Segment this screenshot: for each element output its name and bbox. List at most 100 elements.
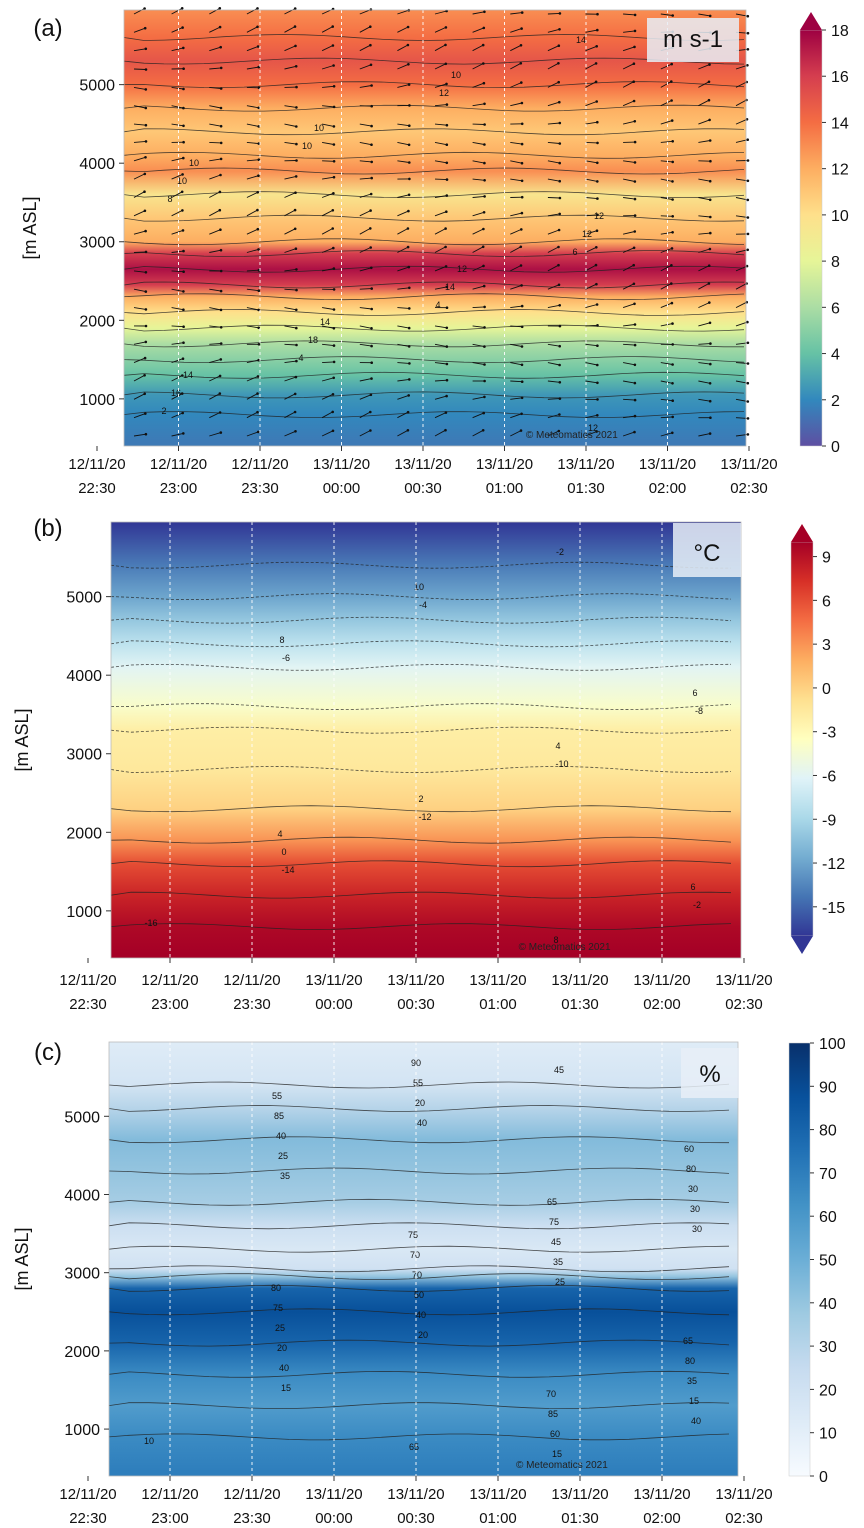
wind-arrow-head: [444, 62, 448, 66]
wind-arrow: [133, 173, 145, 180]
wind-arrow: [246, 123, 259, 127]
wind-arrow-head: [483, 345, 486, 348]
wind-arrow-head: [596, 324, 599, 327]
colorbar-tick-label: 30: [819, 1339, 837, 1356]
wind-arrow-head: [746, 362, 750, 365]
wind-arrow: [359, 325, 372, 329]
panel-label: (b): [33, 515, 62, 542]
wind-arrow: [246, 325, 259, 329]
wind-arrow: [322, 307, 335, 310]
wind-arrow: [209, 123, 222, 127]
wind-arrow: [472, 27, 484, 33]
wind-arrow: [622, 303, 635, 309]
wind-arrow: [660, 323, 673, 327]
wind-arrow-head: [482, 62, 485, 65]
wind-arrow: [623, 380, 635, 384]
wind-arrow: [698, 265, 710, 272]
contour-label: 35: [687, 1376, 697, 1386]
contour-label: 4: [555, 741, 560, 751]
wind-arrow: [547, 12, 560, 15]
wind-arrow: [434, 286, 447, 290]
wind-arrow: [321, 393, 334, 400]
wind-arrow: [660, 432, 673, 437]
wind-arrow-head: [633, 161, 637, 164]
contour-line: [123, 293, 745, 301]
wind-arrow-head: [708, 63, 711, 66]
wind-arrow-head: [407, 345, 411, 348]
wind-arrow: [321, 247, 334, 253]
wind-arrow: [209, 46, 221, 52]
wind-arrow: [284, 8, 296, 15]
wind-arrow-head: [257, 343, 261, 346]
wind-arrow-head: [596, 363, 599, 367]
wind-arrow: [510, 265, 522, 272]
wind-arrow-head: [182, 124, 185, 128]
unit-label: %: [699, 1061, 720, 1088]
wind-arrow-head: [671, 160, 674, 164]
x-tick-time: 02:30: [730, 480, 768, 497]
wind-arrow: [321, 26, 333, 33]
wind-arrow-head: [746, 433, 750, 436]
wind-arrow: [547, 178, 560, 182]
wind-arrow: [698, 197, 711, 201]
contour-label: 8: [167, 194, 172, 204]
y-axis-label: [m ASL]: [12, 1227, 32, 1290]
wind-arrow: [472, 82, 485, 88]
contour-label: -8: [695, 706, 703, 716]
wind-arrow-head: [670, 264, 673, 267]
wind-arrow-head: [708, 179, 712, 183]
wind-arrow: [510, 246, 522, 253]
wind-arrow-head: [558, 363, 561, 367]
wind-arrow: [660, 160, 673, 163]
wind-arrow: [510, 44, 522, 52]
wind-arrow-head: [596, 161, 599, 165]
y-tick-label: 4000: [79, 156, 115, 173]
wind-arrow-head: [482, 284, 486, 288]
wind-arrow: [133, 210, 146, 217]
wind-arrow: [698, 433, 711, 437]
wind-arrow-head: [293, 392, 297, 396]
wind-arrow: [359, 141, 372, 146]
wind-arrow-head: [295, 85, 298, 89]
wind-arrow: [472, 246, 484, 253]
wind-arrow-head: [256, 227, 260, 231]
colorbar-tick-label: 50: [819, 1253, 837, 1270]
wind-arrow: [434, 429, 446, 437]
wind-arrow-head: [332, 267, 336, 270]
wind-arrow-head: [407, 265, 411, 269]
wind-arrow: [246, 66, 259, 70]
wind-arrow: [359, 247, 371, 253]
wind-arrow-head: [445, 103, 449, 106]
contour-label: 55: [272, 1091, 282, 1101]
wind-arrow-head: [445, 123, 449, 127]
wind-arrow-head: [633, 414, 637, 418]
contour-label: 40: [417, 1118, 427, 1128]
wind-arrow: [434, 104, 447, 107]
wind-arrow: [585, 324, 598, 327]
x-tick-date: 13/11/20: [305, 972, 362, 989]
wind-arrow-head: [370, 377, 373, 380]
colorbar-tick-label: -6: [822, 768, 836, 785]
wind-arrow: [434, 412, 447, 419]
wind-arrow: [547, 362, 560, 366]
wind-arrow: [623, 324, 636, 327]
wind-arrow: [322, 105, 335, 108]
contour-label: 40: [691, 1416, 701, 1426]
wind-arrow-head: [520, 363, 524, 367]
wind-arrow-head: [708, 118, 711, 122]
contour-label: 70: [410, 1250, 420, 1260]
wind-arrow-head: [295, 125, 298, 128]
x-tick-date: 13/11/20: [633, 972, 690, 989]
wind-arrow-head: [519, 62, 523, 65]
wind-arrow-head: [144, 250, 148, 254]
wind-arrow-head: [482, 411, 486, 415]
x-tick-date: 12/11/20: [68, 456, 125, 473]
x-tick-date: 13/11/20: [469, 972, 526, 989]
wind-arrow-head: [671, 198, 674, 201]
colorbar-tick-label: 0: [831, 439, 840, 456]
wind-arrow-head: [332, 327, 336, 330]
wind-arrow-head: [257, 106, 261, 110]
wind-arrow-head: [219, 124, 223, 128]
contour-line: [123, 57, 745, 65]
watermark: © Meteomatics 2021: [516, 1460, 608, 1471]
